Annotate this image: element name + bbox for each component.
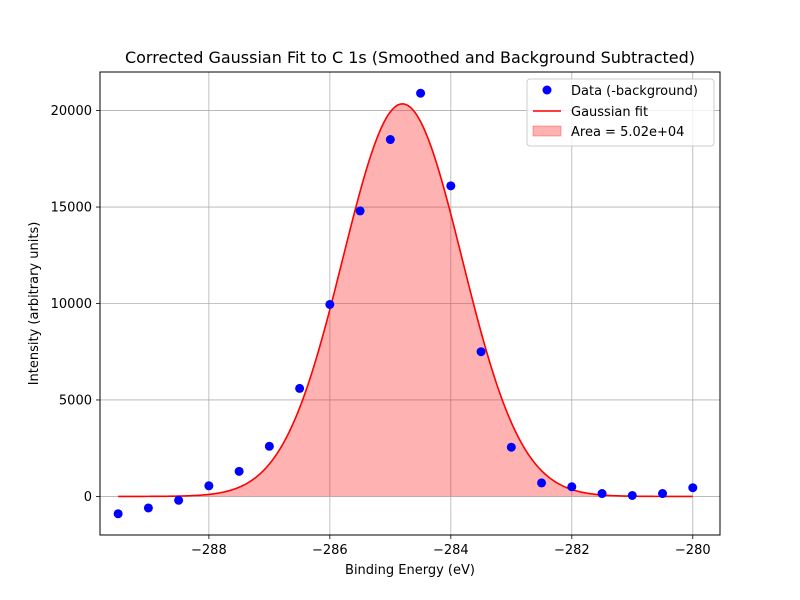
data-point <box>325 299 335 309</box>
data-point <box>627 490 637 500</box>
data-point <box>385 135 395 145</box>
data-point <box>537 478 547 488</box>
legend: Data (-background) Gaussian fit Area = 5… <box>526 78 715 147</box>
gaussian-area-fill <box>118 103 693 497</box>
data-point <box>295 383 305 393</box>
data-point <box>355 206 365 216</box>
data-point <box>506 442 516 452</box>
chart-title: Corrected Gaussian Fit to C 1s (Smoothed… <box>125 48 695 67</box>
data-point <box>567 482 577 492</box>
y-axis-label: Intensity (arbitrary units) <box>27 222 42 386</box>
data-point <box>658 489 668 499</box>
data-point <box>174 495 184 505</box>
legend-fit-label: Gaussian fit <box>571 105 648 120</box>
data-point <box>264 441 274 451</box>
x-tick-label: −280 <box>675 543 711 558</box>
data-point <box>416 88 426 98</box>
x-tick-label: −282 <box>554 543 590 558</box>
legend-box <box>526 78 715 147</box>
legend-data-marker <box>542 85 552 95</box>
data-point <box>688 483 698 493</box>
x-tick-label: −286 <box>312 543 348 558</box>
data-point <box>476 347 486 357</box>
data-point <box>143 503 153 513</box>
data-point <box>113 509 123 519</box>
data-points <box>113 88 698 519</box>
y-tick-label: 10000 <box>51 297 92 312</box>
data-point <box>234 466 244 476</box>
y-tick-label: 5000 <box>59 393 92 408</box>
legend-data-label: Data (-background) <box>571 84 698 99</box>
legend-area-label: Area = 5.02e+04 <box>571 125 684 140</box>
data-point <box>204 481 214 491</box>
axis-ticks: −288 −286 −284 −282 −280 0 5000 10000 15000 20000 <box>51 104 711 558</box>
x-axis-label: Binding Energy (eV) <box>345 563 475 578</box>
y-tick-label: 0 <box>84 490 92 505</box>
gaussian-fit-line <box>118 103 693 498</box>
y-tick-label: 20000 <box>51 104 92 119</box>
x-tick-label: −284 <box>433 543 469 558</box>
y-tick-label: 15000 <box>51 201 92 216</box>
data-point <box>597 489 607 499</box>
x-tick-label: −288 <box>191 543 227 558</box>
data-point <box>446 181 456 191</box>
legend-area-swatch <box>532 125 562 137</box>
